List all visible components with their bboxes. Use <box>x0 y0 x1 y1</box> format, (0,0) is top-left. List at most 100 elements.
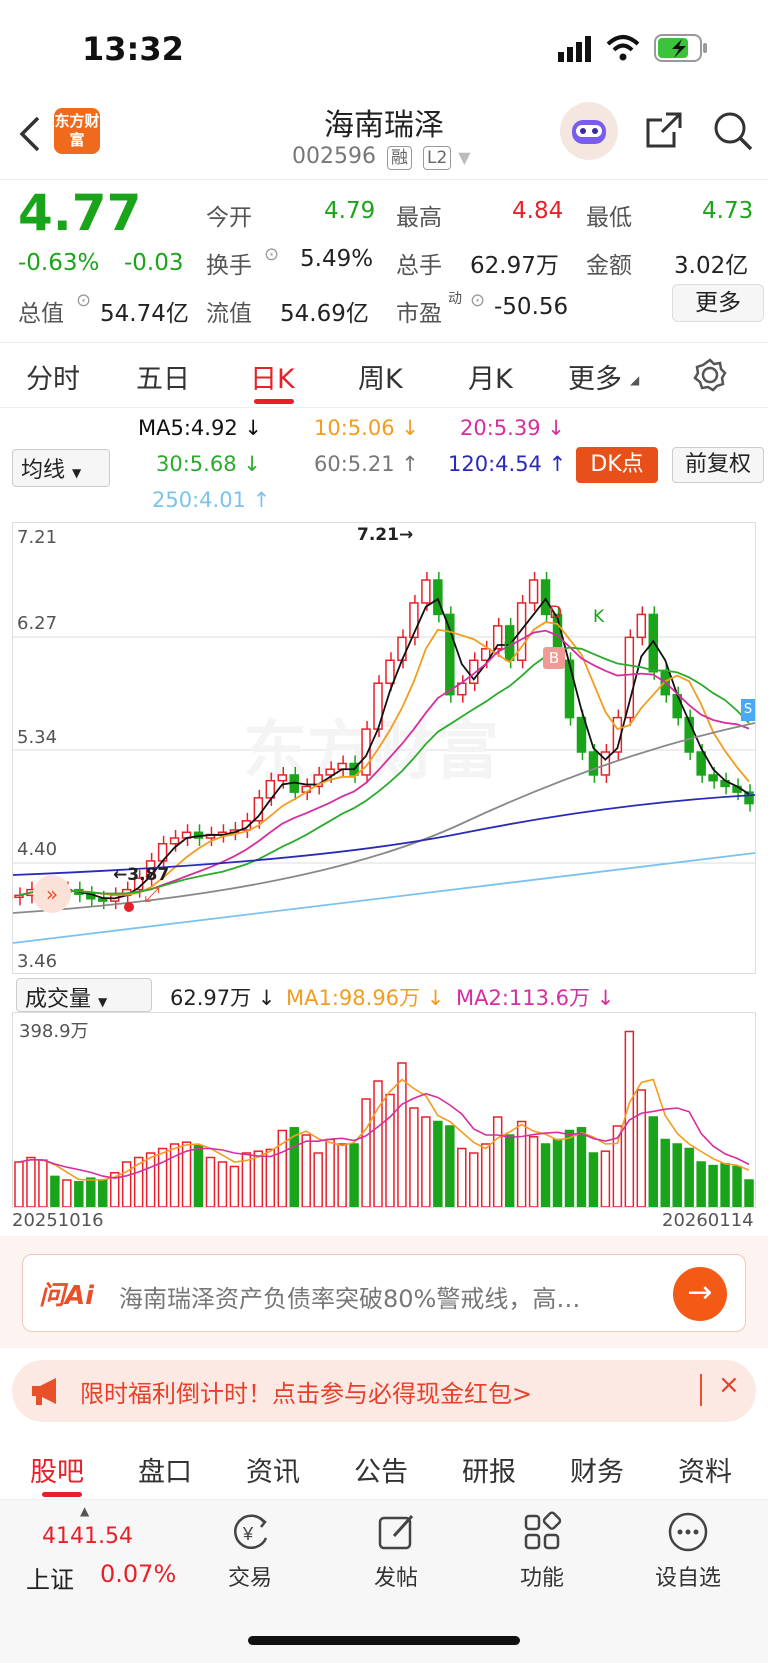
post-button[interactable]: 发帖 <box>346 1510 446 1592</box>
ma5-value: MA5:4.92 ↓ <box>138 416 262 440</box>
active-tab-indicator <box>42 1492 82 1497</box>
tab-finance[interactable]: 财务 <box>570 1457 624 1488</box>
candle <box>684 716 694 753</box>
ma30-value: 30:5.68 ↓ <box>156 452 261 476</box>
volume-bar <box>62 1179 72 1208</box>
fullscreen-icon[interactable]: ⤢ <box>144 882 160 906</box>
high-value: 4.84 <box>512 198 564 224</box>
add-watchlist-button[interactable]: 设自选 <box>638 1510 738 1592</box>
tab-more[interactable]: 更多 <box>568 364 622 395</box>
index-name[interactable]: 上证 <box>26 1566 74 1594</box>
tab-weekly-k[interactable]: 周K <box>358 364 403 395</box>
volume-bar <box>313 1152 323 1208</box>
volume-bar <box>445 1125 455 1208</box>
volume-bar <box>684 1147 694 1208</box>
ma60-value: 60:5.21 ↑ <box>314 452 419 476</box>
arrow-right-icon[interactable]: → <box>673 1267 727 1321</box>
tab-profile[interactable]: 资料 <box>678 1457 732 1488</box>
info-icon[interactable]: ⊙ <box>470 290 486 311</box>
amount-label: 金额 <box>586 253 632 279</box>
share-icon[interactable] <box>644 110 684 150</box>
more-dots-icon <box>668 1512 708 1552</box>
high-label: 最高 <box>396 205 442 231</box>
pe-label: 市盈 <box>396 301 442 327</box>
tab-minute[interactable]: 分时 <box>26 364 80 395</box>
candle <box>696 751 706 776</box>
gear-icon[interactable] <box>692 357 728 393</box>
close-icon[interactable]: × <box>718 1370 740 1400</box>
volume-bar <box>325 1138 335 1208</box>
volume-bar <box>540 1143 551 1208</box>
info-icon[interactable]: ⊙ <box>264 244 280 265</box>
content-tabs: 股吧 盘口 资讯 公告 研报 财务 资料 <box>0 1434 768 1500</box>
info-icon[interactable]: ⊙ <box>76 290 92 311</box>
vol-ma2: MA2:113.6万 ↓ <box>456 986 615 1010</box>
candle <box>361 728 371 776</box>
turnover-value: 5.49% <box>300 246 374 272</box>
change-percent: -0.63% <box>18 250 100 276</box>
start-date: 20251016 <box>12 1210 104 1231</box>
low-label: ←3.87 <box>113 865 170 885</box>
candle <box>325 768 335 776</box>
volume-chart[interactable]: 398.9万 <box>12 1012 756 1208</box>
volume-bar <box>253 1150 264 1208</box>
ma-selector[interactable]: 均线 ▼ <box>12 449 110 487</box>
kline-chart[interactable]: 东方财富 7.21 6.27 5.34 4.40 3.46 7.21→ ←3.8… <box>12 522 756 974</box>
tab-guba[interactable]: 股吧 <box>30 1457 84 1488</box>
pe-value: -50.56 <box>494 294 569 320</box>
index-value[interactable]: 4141.54 <box>42 1524 133 1549</box>
float-value: 54.69亿 <box>280 301 369 327</box>
volume-bar <box>385 1093 395 1208</box>
candle <box>445 613 455 696</box>
volume-bar <box>169 1143 180 1208</box>
adjust-button[interactable]: 前复权 <box>672 447 764 483</box>
volume-bar <box>648 1116 659 1208</box>
promo-banner[interactable]: 限时福利倒计时！点击参与必得现金红包> × <box>12 1360 756 1422</box>
expand-left-icon[interactable]: » <box>33 875 71 913</box>
ai-prompt-text: 海南瑞泽资产负债率突破80%警戒线，高… <box>119 1285 581 1313</box>
volume-bar <box>121 1161 132 1208</box>
more-button[interactable]: 更多 <box>672 284 764 322</box>
volume-bar <box>217 1161 228 1208</box>
vol-ma1: MA1:98.96万 ↓ <box>286 986 445 1010</box>
ai-question-bar[interactable]: 问Ai 海南瑞泽资产负债率突破80%警戒线，高… → <box>22 1254 746 1332</box>
candle <box>265 779 276 799</box>
k-marker: K <box>503 639 515 659</box>
volume-bar <box>469 1152 479 1208</box>
tab-research[interactable]: 研报 <box>462 1457 516 1488</box>
candle <box>624 636 635 719</box>
candle <box>564 659 575 719</box>
volume-bar <box>361 1098 371 1208</box>
volume-indicator-selector[interactable]: 成交量 ▼ <box>16 978 152 1012</box>
volume-bar <box>744 1179 754 1208</box>
kline-svg: 东方财富 <box>12 572 756 944</box>
tab-news[interactable]: 资讯 <box>246 1457 300 1488</box>
candle <box>98 898 108 902</box>
tab-monthly-k[interactable]: 月K <box>468 364 513 395</box>
stock-code-row[interactable]: 002596 融 L2 ▼ <box>292 144 471 170</box>
tab-daily-k[interactable]: 日K <box>250 364 295 395</box>
ai-robot-avatar[interactable] <box>560 102 618 160</box>
volume-bar <box>265 1148 276 1208</box>
status-bar: 13:32 <box>0 0 768 96</box>
function-button[interactable]: 功能 <box>492 1510 592 1592</box>
y-axis-max: 7.21 <box>17 527 58 548</box>
bottom-dock: ▲ 4141.54 上证 0.07% ¥ 交易 发帖 功能 设自选 <box>0 1500 768 1663</box>
index-change[interactable]: 0.07% <box>100 1560 177 1588</box>
trade-button[interactable]: ¥ 交易 <box>200 1510 300 1592</box>
home-indicator <box>248 1636 520 1645</box>
volume-bar <box>552 1138 563 1208</box>
volume-bar <box>397 1062 407 1208</box>
dk-point-button[interactable]: DK点 <box>576 447 658 483</box>
volume-bar <box>636 1089 647 1208</box>
search-icon[interactable] <box>712 110 754 152</box>
candle <box>145 860 156 879</box>
volume-bar <box>516 1120 527 1208</box>
tab-five-day[interactable]: 五日 <box>136 364 190 395</box>
tab-pankou[interactable]: 盘口 <box>138 1457 192 1488</box>
candle <box>528 579 539 604</box>
pe-sup: 动 <box>448 291 462 307</box>
tab-announcements[interactable]: 公告 <box>354 1457 408 1488</box>
candle <box>313 774 323 788</box>
back-icon[interactable] <box>18 116 42 152</box>
